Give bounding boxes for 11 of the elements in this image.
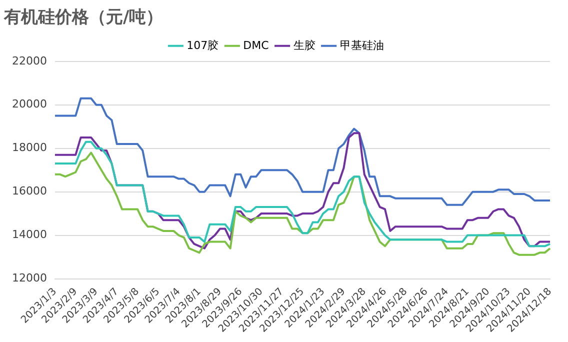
y-tick-label: 18000 (12, 141, 47, 154)
legend-label: 107胶 (186, 38, 219, 52)
y-tick-label: 22000 (12, 54, 47, 68)
y-tick-label: 16000 (12, 184, 47, 198)
legend-label: DMC (243, 38, 270, 52)
y-tick-label: 20000 (12, 98, 47, 111)
chart-title: 有机硅价格（元/吨） (3, 8, 164, 28)
legend-label: 甲基硅油 (340, 38, 384, 52)
y-tick-label: 12000 (12, 272, 47, 285)
y-tick-label: 14000 (12, 228, 47, 242)
legend-label: 生胶 (293, 38, 316, 52)
